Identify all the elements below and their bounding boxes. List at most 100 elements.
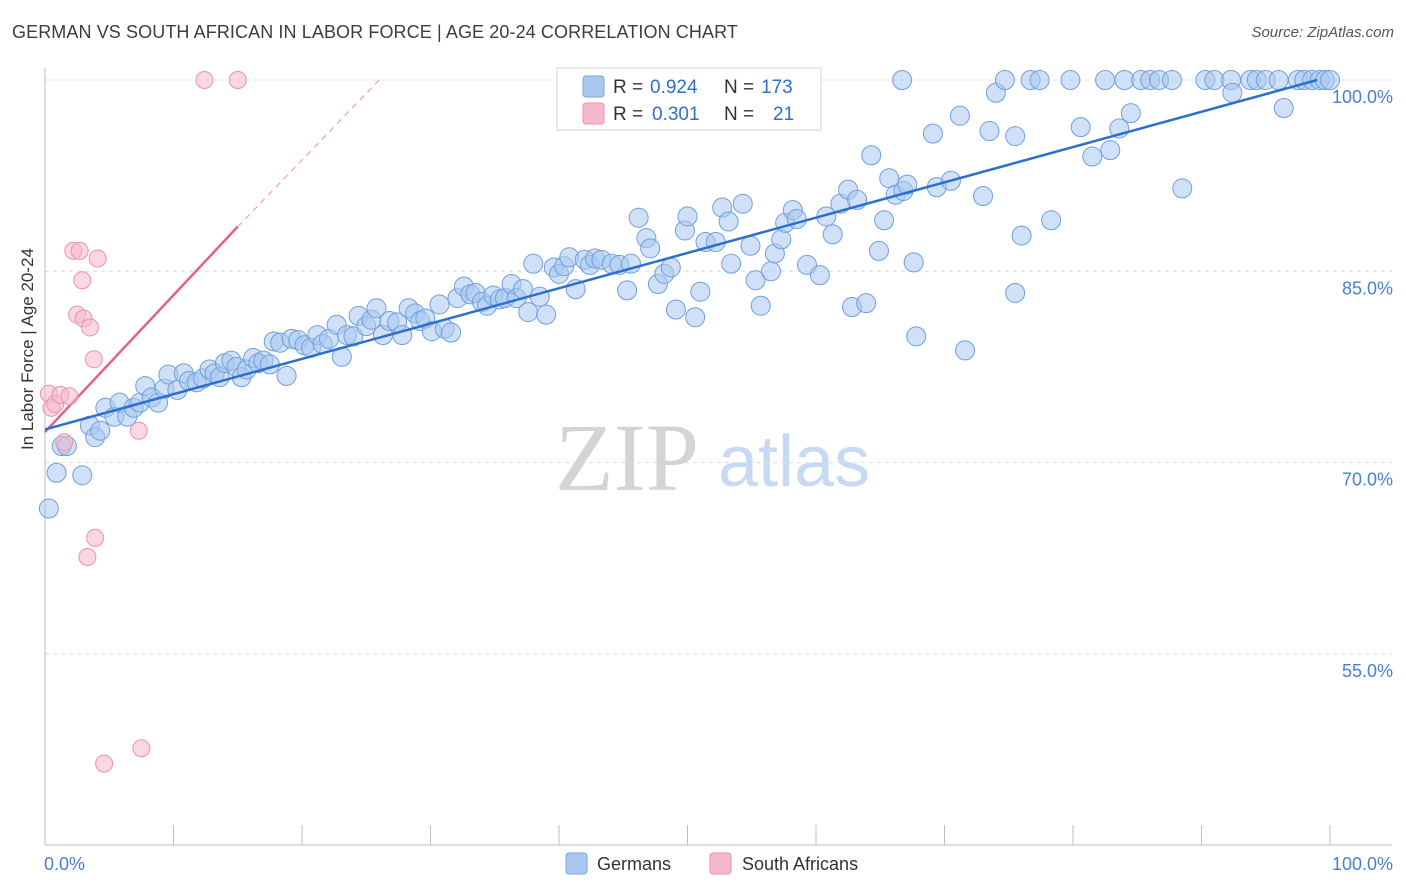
german-point bbox=[718, 211, 739, 232]
german-point bbox=[856, 293, 877, 314]
watermark-atlas: atlas bbox=[718, 422, 870, 502]
south-african-point bbox=[84, 350, 103, 369]
y-tick-label: 100.0% bbox=[1332, 87, 1393, 107]
german-point bbox=[259, 354, 280, 375]
german-point bbox=[809, 265, 830, 286]
german-point bbox=[979, 121, 1000, 142]
german-point bbox=[822, 224, 843, 245]
german-points bbox=[38, 70, 1340, 519]
german-point bbox=[46, 462, 67, 483]
german-point bbox=[1005, 282, 1026, 303]
german-point bbox=[761, 261, 782, 282]
german-point bbox=[771, 229, 792, 250]
german-point bbox=[949, 105, 970, 126]
german-point bbox=[892, 70, 913, 90]
y-tick-label: 85.0% bbox=[1342, 278, 1393, 298]
german-point bbox=[922, 123, 943, 144]
german-point bbox=[38, 498, 59, 519]
german-point bbox=[994, 70, 1015, 90]
german-point bbox=[868, 240, 889, 261]
german-point bbox=[441, 322, 462, 343]
axes bbox=[44, 68, 1392, 846]
legend-n-label: N = bbox=[724, 77, 754, 98]
german-point bbox=[955, 340, 976, 361]
german-point bbox=[1041, 210, 1062, 231]
legend-south-africans-label: South Africans bbox=[742, 854, 858, 874]
south-african-point bbox=[195, 71, 214, 89]
german-point bbox=[690, 281, 711, 302]
south-african-point bbox=[95, 754, 114, 773]
legend-r-value: 0.301 bbox=[652, 104, 700, 125]
south-african-trendline-extension bbox=[237, 79, 380, 228]
south-african-point bbox=[60, 387, 79, 406]
series-legend: Germans South Africans bbox=[565, 852, 858, 875]
stats-legend: R = 0.924 N = 173 R = 0.301 N = 21 bbox=[556, 67, 822, 131]
gridlines bbox=[45, 79, 1392, 655]
german-point bbox=[721, 253, 742, 274]
german-point bbox=[861, 145, 882, 166]
german-point bbox=[1082, 146, 1103, 167]
german-trendline-line bbox=[44, 78, 1318, 431]
y-tick-label: 55.0% bbox=[1342, 661, 1393, 681]
legend-r-label: R = bbox=[613, 77, 643, 98]
german-point bbox=[1100, 140, 1121, 161]
south-african-point bbox=[78, 547, 97, 566]
german-point bbox=[1060, 70, 1081, 90]
german-point bbox=[1011, 225, 1032, 246]
german-point bbox=[740, 235, 761, 256]
tick-labels: 55.0% 70.0% 85.0% 100.0% 0.0% 100.0% bbox=[44, 87, 1393, 874]
german-point bbox=[660, 257, 681, 278]
german-point bbox=[1273, 98, 1294, 119]
german-point bbox=[1161, 70, 1182, 90]
legend-germans-label: Germans bbox=[597, 854, 671, 874]
german-point bbox=[732, 193, 753, 214]
source-credit: Source: ZipAtlas.com bbox=[1251, 24, 1394, 41]
y-tick-label: 70.0% bbox=[1342, 470, 1393, 490]
legend-swatch-germans bbox=[582, 75, 605, 98]
south-african-points bbox=[39, 71, 247, 773]
german-point bbox=[628, 207, 649, 228]
german-trendline bbox=[44, 78, 1318, 431]
chart-title: GERMAN VS SOUTH AFRICAN IN LABOR FORCE |… bbox=[12, 22, 738, 42]
legend-n-label: N = bbox=[724, 104, 754, 125]
german-point bbox=[1120, 103, 1141, 124]
x-tick-label: 0.0% bbox=[44, 854, 85, 874]
german-point bbox=[1320, 70, 1340, 90]
german-point bbox=[874, 210, 895, 231]
south-african-point bbox=[55, 433, 74, 452]
german-point bbox=[1204, 70, 1225, 90]
legend-r-label: R = bbox=[613, 104, 643, 125]
south-african-point bbox=[86, 528, 105, 547]
legend-south-africans-swatch bbox=[709, 852, 732, 875]
german-point bbox=[72, 465, 93, 486]
german-point bbox=[1070, 117, 1091, 138]
german-point bbox=[523, 253, 544, 274]
german-point bbox=[906, 326, 927, 347]
legend-germans-swatch bbox=[565, 852, 588, 875]
german-point bbox=[1095, 70, 1116, 90]
watermark-zip: ZIP bbox=[555, 404, 699, 511]
legend-n-value: 21 bbox=[773, 104, 794, 125]
german-point bbox=[617, 280, 638, 301]
german-point bbox=[897, 174, 918, 195]
german-point bbox=[1222, 82, 1243, 103]
german-point bbox=[677, 206, 698, 227]
south-african-point bbox=[73, 271, 92, 290]
x-tick-label: 100.0% bbox=[1332, 854, 1393, 874]
german-point bbox=[276, 365, 297, 386]
german-point bbox=[529, 286, 550, 307]
german-point bbox=[1114, 70, 1135, 90]
german-point bbox=[705, 231, 726, 252]
german-point bbox=[1029, 70, 1050, 90]
german-point bbox=[1268, 70, 1289, 90]
german-point bbox=[973, 186, 994, 207]
german-point bbox=[536, 304, 557, 325]
south-african-point bbox=[80, 318, 99, 337]
south-african-point bbox=[132, 739, 151, 758]
german-point bbox=[685, 307, 706, 328]
german-point bbox=[90, 420, 111, 441]
german-point bbox=[1005, 126, 1026, 147]
german-point bbox=[366, 298, 387, 319]
south-african-point bbox=[88, 249, 107, 268]
